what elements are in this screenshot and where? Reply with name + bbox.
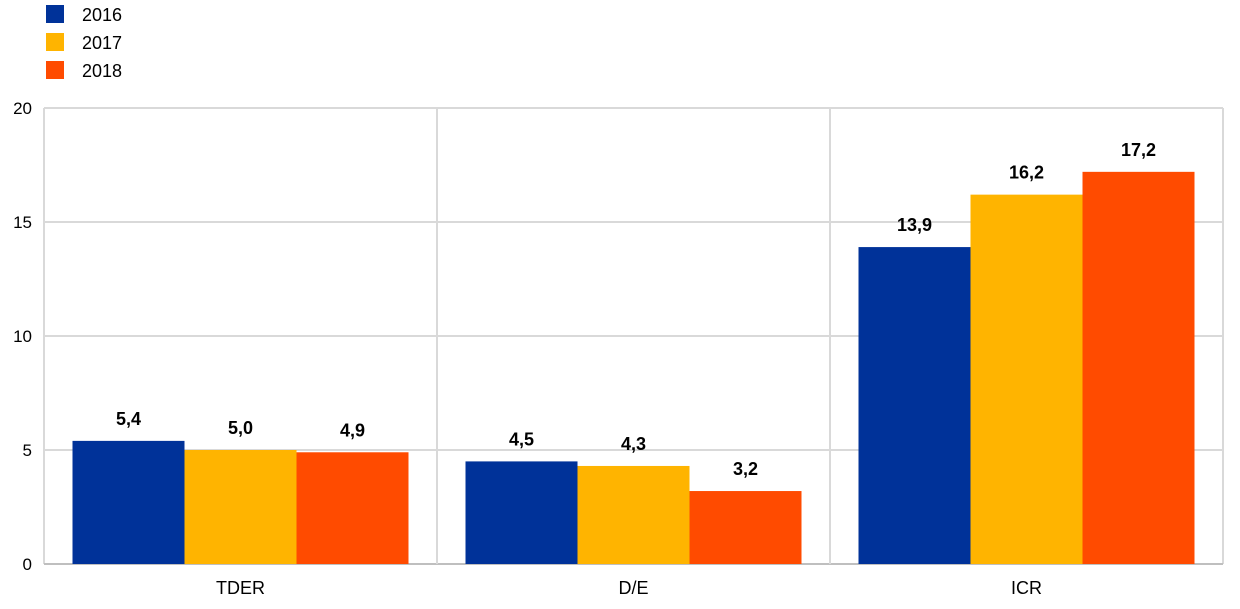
bar-2016-de [465,461,578,564]
y-tick-label: 10 [13,327,32,346]
legend-label: 2018 [82,61,122,81]
bar-2016-icr [858,247,971,564]
bar-2017-tder [184,450,297,564]
data-labels: 5,4 5,0 4,9 4,5 4,3 3,2 13,9 16,2 17,2 [116,140,1156,479]
y-tick-label: 5 [23,441,32,460]
data-label: 4,9 [340,420,365,440]
bar-2018-icr [1082,171,1195,564]
bar-2017-icr [970,194,1083,564]
y-axis: 0 5 10 15 20 [13,99,32,574]
bar-2017-de [577,465,690,564]
data-label: 5,4 [116,409,141,429]
data-label: 16,2 [1009,163,1044,183]
x-tick-label: TDER [216,578,265,598]
legend: 2016 2017 2018 [46,5,122,81]
data-label: 4,5 [509,429,534,449]
bar-2018-tder [296,452,409,564]
legend-label: 2017 [82,33,122,53]
y-tick-label: 0 [23,555,32,574]
data-label: 13,9 [897,215,932,235]
legend-swatch-2017 [46,33,64,51]
data-label: 4,3 [621,434,646,454]
data-label: 5,0 [228,418,253,438]
bars [72,171,1195,564]
bar-2018-de [689,491,802,564]
x-tick-label: D/E [618,578,648,598]
legend-label: 2016 [82,5,122,25]
x-axis: TDER D/E ICR [216,578,1042,598]
x-tick-label: ICR [1011,578,1042,598]
y-tick-label: 15 [13,213,32,232]
legend-swatch-2018 [46,61,64,79]
data-label: 17,2 [1121,140,1156,160]
y-tick-label: 20 [13,99,32,118]
data-label: 3,2 [733,459,758,479]
bar-2016-tder [72,440,185,564]
legend-swatch-2016 [46,5,64,23]
